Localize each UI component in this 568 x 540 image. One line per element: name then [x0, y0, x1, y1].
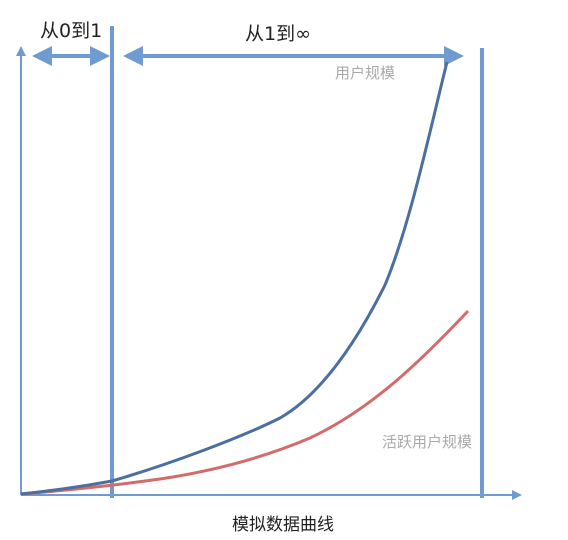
figure-caption: 模拟数据曲线 — [232, 515, 334, 535]
curve-active-users — [20, 309, 470, 496]
label-active-user-scale: 活跃用户规模 — [382, 433, 472, 451]
label-zero-to-one: 从0到1 — [40, 20, 102, 42]
label-one-to-infinity: 从1到∞ — [245, 23, 311, 45]
label-user-scale: 用户规模 — [335, 64, 395, 82]
curve-user-scale — [20, 61, 449, 496]
